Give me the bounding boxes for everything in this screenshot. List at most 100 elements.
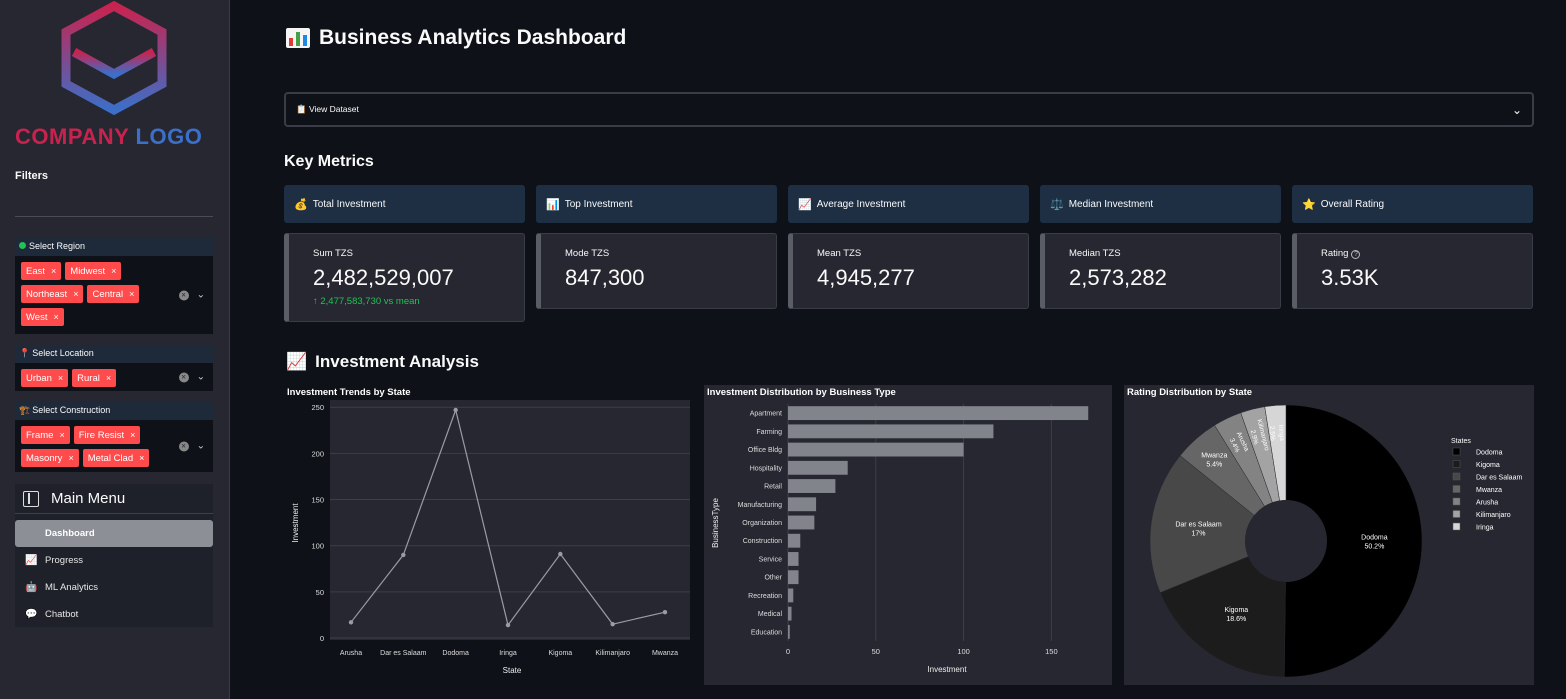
investment-analysis-title: 📈 Investment Analysis <box>286 352 479 371</box>
bar[interactable] <box>788 588 794 603</box>
data-point[interactable] <box>610 621 615 627</box>
construction-multiselect[interactable]: Frame × Fire Resist × Masonry × Metal Clad × × ⌄ <box>15 420 213 472</box>
metric-header: 💰 Total Investment <box>284 185 525 223</box>
legend-label[interactable]: Mwanza <box>1476 487 1502 494</box>
clear-icon[interactable]: × <box>178 441 189 451</box>
remove-tag-icon[interactable]: × <box>105 373 112 383</box>
data-point[interactable] <box>348 620 354 625</box>
remove-tag-icon[interactable]: × <box>59 430 65 440</box>
tag-label: Metal Clad <box>87 452 134 464</box>
filter-tag[interactable]: Frame × <box>21 426 70 444</box>
metric-label: Mode TZS <box>565 248 610 259</box>
pie-slice[interactable] <box>1159 556 1286 678</box>
tag-label: Urban <box>26 372 52 384</box>
region-multiselect[interactable]: East × Midwest × Northeast × Central × West × × ⌄ <box>15 256 213 334</box>
legend-label[interactable]: Dar es Salaam <box>1476 475 1522 482</box>
filter-tag[interactable]: Masonry × <box>21 449 79 467</box>
metric-header: ⭐ Overall Rating <box>1292 185 1533 223</box>
remove-tag-icon[interactable]: × <box>53 312 59 322</box>
remove-tag-icon[interactable]: × <box>139 453 145 463</box>
chevron-down-icon[interactable]: ⌄ <box>196 371 205 383</box>
legend-swatch[interactable] <box>1452 472 1461 481</box>
remove-tag-icon[interactable]: × <box>73 289 79 299</box>
bar[interactable] <box>788 460 848 475</box>
menu-icon <box>23 490 39 507</box>
data-point[interactable] <box>505 622 511 628</box>
filter-tag[interactable]: Midwest × <box>65 262 122 280</box>
bar[interactable] <box>788 552 799 566</box>
metric-card: Median TZS 2,573,282 <box>1040 233 1281 309</box>
x-axis-label: Investment <box>927 665 967 674</box>
x-tick-label: Mwanza <box>652 650 678 657</box>
legend-title: States <box>1451 438 1471 445</box>
menu-item-label: Progress <box>45 555 84 566</box>
filter-tag[interactable]: Northeast × <box>21 285 84 303</box>
metric-value: 2,482,529,007 <box>313 265 454 290</box>
bar[interactable] <box>788 479 836 493</box>
filter-tag[interactable]: Metal Clad × <box>82 449 150 467</box>
y-tick-label: Education <box>751 629 782 636</box>
data-point[interactable] <box>662 609 668 615</box>
menu-item-progress[interactable]: 📈 Progress <box>15 547 213 574</box>
bar[interactable] <box>788 570 799 585</box>
key-metrics-title: Key Metrics <box>284 153 374 170</box>
legend-label[interactable]: Arusha <box>1476 500 1498 507</box>
remove-tag-icon[interactable]: × <box>111 266 117 276</box>
slice-percent: 2.5% <box>1268 426 1276 442</box>
bar[interactable] <box>788 533 801 548</box>
filter-tag[interactable]: West × <box>21 308 64 326</box>
menu-item-chatbot[interactable]: 💬 Chatbot <box>15 601 213 628</box>
filter-tag[interactable]: Fire Resist × <box>73 426 141 444</box>
tag-label: Fire Resist <box>78 429 125 441</box>
metric-delta: ↑ 2,477,583,730 vs mean <box>313 296 420 307</box>
data-point[interactable] <box>558 551 563 557</box>
legend-label[interactable]: Kilimanjaro <box>1476 512 1511 519</box>
menu-item-dashboard[interactable]: Dashboard <box>15 520 213 547</box>
clear-icon[interactable]: × <box>178 372 189 382</box>
data-point[interactable] <box>401 552 406 558</box>
bar[interactable] <box>788 606 792 621</box>
x-tick-label: Dodoma <box>442 650 469 657</box>
x-tick-label: Arusha <box>340 650 362 657</box>
data-point[interactable] <box>453 407 458 413</box>
legend-swatch[interactable] <box>1452 447 1461 456</box>
view-dataset-expander[interactable]: 📋 View Dataset ⌄ <box>284 92 1534 127</box>
chevron-down-icon[interactable]: ⌄ <box>196 289 205 301</box>
legend-label[interactable]: Dodoma <box>1476 450 1503 457</box>
legend-swatch[interactable] <box>1452 485 1461 493</box>
remove-tag-icon[interactable]: × <box>68 453 74 463</box>
filter-tag[interactable]: Rural × <box>72 369 117 387</box>
legend-swatch[interactable] <box>1452 510 1461 518</box>
legend-swatch[interactable] <box>1452 460 1461 468</box>
remove-tag-icon[interactable]: × <box>51 266 57 276</box>
clear-icon[interactable]: × <box>178 290 189 300</box>
menu-item-label: Chatbot <box>45 609 79 620</box>
bar[interactable] <box>788 624 790 639</box>
filter-tag[interactable]: East × <box>21 262 62 280</box>
legend-label[interactable]: Iringa <box>1476 525 1494 532</box>
pie-slice[interactable] <box>1264 404 1287 501</box>
remove-tag-icon[interactable]: × <box>130 430 136 440</box>
plot-area <box>330 400 690 640</box>
help-icon[interactable]: ? <box>1351 250 1361 259</box>
pie-slice[interactable] <box>1284 404 1423 678</box>
location-multiselect[interactable]: Urban × Rural × × ⌄ <box>15 363 213 391</box>
chevron-down-icon[interactable]: ⌄ <box>196 440 205 452</box>
sidebar: COMPANY LOGO Filters Select Region East ×… <box>0 0 230 699</box>
bar[interactable] <box>788 424 994 439</box>
legend-swatch[interactable] <box>1452 522 1461 531</box>
remove-tag-icon[interactable]: × <box>57 373 64 383</box>
construction-icon: 🏗️ <box>19 405 31 415</box>
filter-tag[interactable]: Urban × <box>21 369 69 387</box>
tag-label: East <box>26 265 46 277</box>
filter-tag[interactable]: Central × <box>87 285 140 303</box>
remove-tag-icon[interactable]: × <box>129 289 135 299</box>
bar[interactable] <box>788 442 964 457</box>
menu-item-ml-analytics[interactable]: 🤖 ML Analytics <box>15 574 213 601</box>
legend-label[interactable]: Kigoma <box>1476 462 1500 469</box>
bar[interactable] <box>788 497 817 512</box>
pie-slice[interactable] <box>1149 455 1255 593</box>
bar[interactable] <box>788 406 1089 421</box>
bar[interactable] <box>788 515 815 530</box>
legend-swatch[interactable] <box>1452 497 1461 506</box>
